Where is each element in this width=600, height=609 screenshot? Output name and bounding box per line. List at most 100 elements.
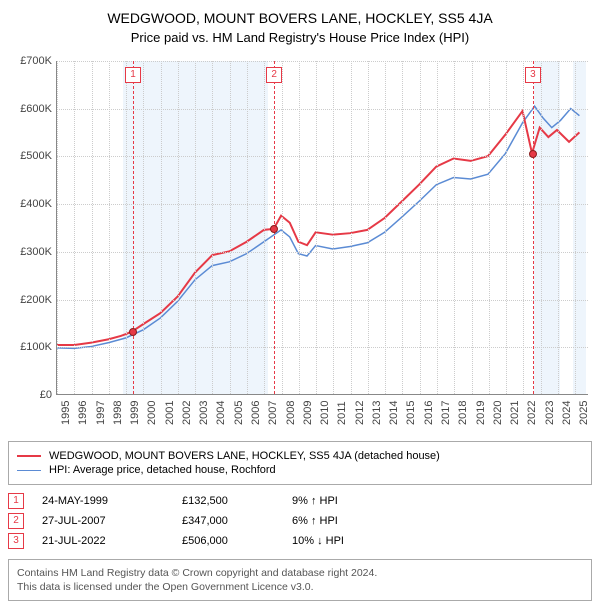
legend-swatch-property xyxy=(17,455,41,457)
sale-point xyxy=(529,150,537,158)
gridline-v xyxy=(575,61,576,394)
y-tick-label: £500K xyxy=(8,150,52,162)
gridline-v xyxy=(74,61,75,394)
series-line-property xyxy=(57,111,579,345)
gridline-v xyxy=(489,61,490,394)
gridline-v xyxy=(92,61,93,394)
x-tick-label: 1999 xyxy=(129,401,141,425)
gridline-v xyxy=(368,61,369,394)
legend-label: HPI: Average price, detached house, Roch… xyxy=(49,464,276,476)
plot: 1 2 3 xyxy=(56,61,588,395)
gridline-v xyxy=(402,61,403,394)
sale-index-box: 1 xyxy=(8,493,24,509)
gridline-v xyxy=(420,61,421,394)
gridline-v xyxy=(299,61,300,394)
sale-price: £506,000 xyxy=(182,535,292,547)
gridline-v xyxy=(247,61,248,394)
sale-date: 21-JUL-2022 xyxy=(42,535,182,547)
gridline-h xyxy=(57,156,588,157)
x-tick-label: 2000 xyxy=(146,401,158,425)
chart-title: WEDGWOOD, MOUNT BOVERS LANE, HOCKLEY, SS… xyxy=(8,10,592,26)
gridline-h xyxy=(57,109,588,110)
gridline-v xyxy=(558,61,559,394)
gridline-v xyxy=(385,61,386,394)
x-tick-label: 2005 xyxy=(233,401,245,425)
x-tick-label: 2012 xyxy=(354,401,366,425)
footnote-line: Contains HM Land Registry data © Crown c… xyxy=(17,566,583,580)
marker-box: 2 xyxy=(266,67,282,83)
footnote-line: This data is licensed under the Open Gov… xyxy=(17,580,583,594)
gridline-v xyxy=(523,61,524,394)
gridline-v xyxy=(506,61,507,394)
legend-label: WEDGWOOD, MOUNT BOVERS LANE, HOCKLEY, SS… xyxy=(49,450,440,462)
x-tick-label: 2009 xyxy=(302,401,314,425)
marker-box: 1 xyxy=(125,67,141,83)
y-tick-label: £700K xyxy=(8,55,52,67)
gridline-v xyxy=(541,61,542,394)
gridline-v xyxy=(195,61,196,394)
y-tick-label: £600K xyxy=(8,103,52,115)
sale-date: 24-MAY-1999 xyxy=(42,495,182,507)
gridline-v xyxy=(282,61,283,394)
x-tick-label: 2004 xyxy=(215,401,227,425)
x-tick-label: 2017 xyxy=(440,401,452,425)
sales-table: 1 24-MAY-1999£132,5009% ↑ HPI 227-JUL-2007… xyxy=(8,493,592,549)
sale-price: £132,500 xyxy=(182,495,292,507)
x-tick-label: 2021 xyxy=(509,401,521,425)
gridline-v xyxy=(264,61,265,394)
x-tick-label: 2015 xyxy=(405,401,417,425)
gridline-h xyxy=(57,252,588,253)
gridline-v xyxy=(316,61,317,394)
x-tick-label: 2025 xyxy=(578,401,590,425)
marker-line xyxy=(133,61,134,394)
x-tick-label: 2014 xyxy=(388,401,400,425)
sale-point xyxy=(129,328,137,336)
sale-row: 1 24-MAY-1999£132,5009% ↑ HPI xyxy=(8,493,592,509)
legend-swatch-hpi xyxy=(17,470,41,471)
x-tick-label: 2020 xyxy=(492,401,504,425)
x-tick-label: 2001 xyxy=(164,401,176,425)
y-tick-label: £400K xyxy=(8,198,52,210)
gridline-h xyxy=(57,300,588,301)
sale-point xyxy=(270,225,278,233)
page-root: WEDGWOOD, MOUNT BOVERS LANE, HOCKLEY, SS… xyxy=(0,0,600,609)
sale-row: 227-JUL-2007£347,0006% ↑ HPI xyxy=(8,513,592,529)
gridline-h xyxy=(57,61,588,62)
sale-index-box: 3 xyxy=(8,533,24,549)
gridline-h xyxy=(57,204,588,205)
x-tick-label: 2003 xyxy=(198,401,210,425)
gridline-v xyxy=(212,61,213,394)
gridline-v xyxy=(351,61,352,394)
gridline-v xyxy=(109,61,110,394)
sale-date: 27-JUL-2007 xyxy=(42,515,182,527)
x-tick-label: 2018 xyxy=(457,401,469,425)
marker-box: 3 xyxy=(525,67,541,83)
x-tick-label: 1998 xyxy=(112,401,124,425)
gridline-v xyxy=(437,61,438,394)
gridline-v xyxy=(454,61,455,394)
sale-delta: 6% ↑ HPI xyxy=(292,515,402,527)
sale-price: £347,000 xyxy=(182,515,292,527)
sale-delta: 10% ↓ HPI xyxy=(292,535,402,547)
x-tick-label: 2010 xyxy=(319,401,331,425)
x-tick-label: 2016 xyxy=(423,401,435,425)
chart-area: 123 £0£100K£200K£300K£400K£500K£600K£700… xyxy=(8,55,592,435)
x-tick-label: 2023 xyxy=(544,401,556,425)
x-tick-label: 2013 xyxy=(371,401,383,425)
marker-line xyxy=(533,61,534,394)
x-tick-label: 2006 xyxy=(250,401,262,425)
gridline-v xyxy=(472,61,473,394)
legend-row: WEDGWOOD, MOUNT BOVERS LANE, HOCKLEY, SS… xyxy=(17,450,583,462)
sale-row: 3 21-JUL-2022£506,00010% ↓ HPI xyxy=(8,533,592,549)
gridline-v xyxy=(161,61,162,394)
x-tick-label: 2019 xyxy=(475,401,487,425)
y-tick-label: £300K xyxy=(8,246,52,258)
x-tick-label: 1995 xyxy=(60,401,72,425)
x-tick-label: 2022 xyxy=(526,401,538,425)
sale-delta: 9% ↑ HPI xyxy=(292,495,402,507)
legend-row: HPI: Average price, detached house, Roch… xyxy=(17,464,583,476)
x-tick-label: 1996 xyxy=(77,401,89,425)
gridline-v xyxy=(333,61,334,394)
x-tick-label: 2024 xyxy=(561,401,573,425)
x-tick-label: 2011 xyxy=(336,401,348,425)
